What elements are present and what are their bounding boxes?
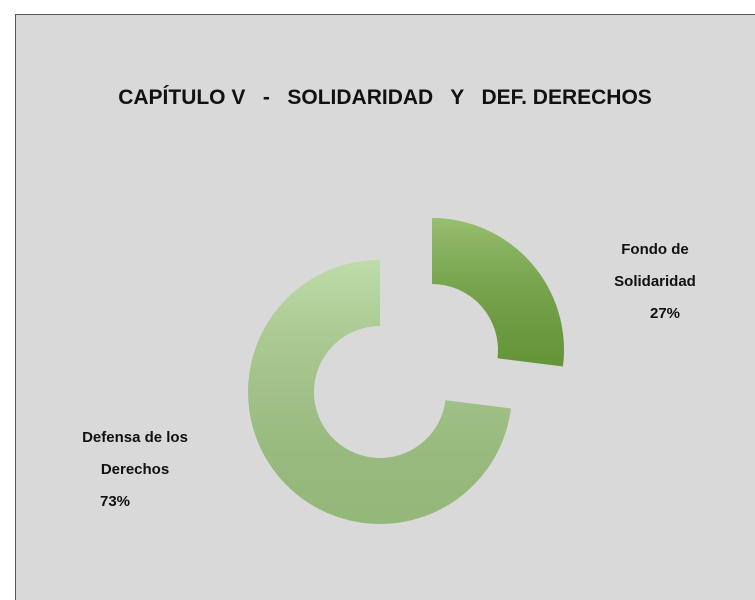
slice-label: Defensa de los Derechos 73% [60,422,210,518]
value-label: 73% [99,493,131,510]
slice-shade [432,218,565,367]
chart-title: CAPÍTULO V - SOLIDARIDAD Y DEF. DERECHOS [118,86,652,109]
category-label: Defensa de los Derechos [82,429,188,478]
slice-label: Fondo de Solidaridad 27% [585,234,725,330]
value-label: 27% [649,305,681,322]
category-label: Fondo de Solidaridad [614,241,696,290]
slice-shade [248,260,511,524]
